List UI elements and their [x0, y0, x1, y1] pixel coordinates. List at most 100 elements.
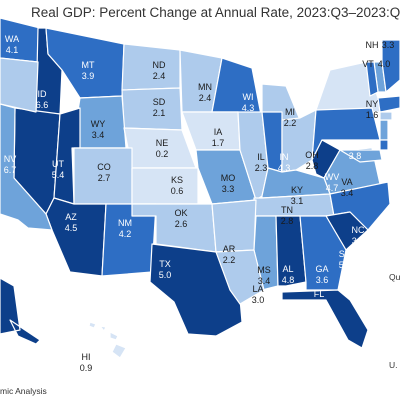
state-value-ne: 0.2	[156, 149, 169, 159]
state-value-tn: 2.8	[281, 216, 294, 226]
state-code-ok: OK	[174, 208, 187, 218]
state-ak	[0, 277, 41, 345]
state-value-mt: 3.9	[82, 71, 95, 81]
state-ct	[379, 111, 393, 121]
state-ne	[123, 127, 197, 169]
state-value-vt: 4.0	[378, 59, 391, 69]
state-value-ny: 1.6	[366, 110, 379, 120]
state-nj	[379, 119, 389, 141]
state-code-ks: KS	[171, 175, 183, 185]
state-code-mn: MN	[198, 82, 212, 92]
state-code-hi: HI	[82, 352, 91, 362]
state-code-wa: WA	[5, 34, 19, 44]
state-code-va: VA	[341, 177, 352, 187]
state-value-co: 2.7	[98, 173, 111, 183]
state-value-nv: 6.7	[4, 165, 17, 175]
state-value-ut: 5.4	[52, 170, 65, 180]
state-value-nc: 3.8	[352, 236, 365, 246]
state-value-mo: 3.3	[222, 184, 235, 194]
state-hi	[88, 321, 127, 359]
state-code-ky: KY	[291, 185, 303, 195]
state-code-nm: NM	[118, 218, 132, 228]
state-value-ia: 1.7	[212, 138, 225, 148]
state-value-wa: 4.1	[6, 45, 19, 55]
state-value-va: 3.4	[341, 188, 354, 198]
state-code-mi: MI	[285, 107, 295, 117]
state-value-il: 2.3	[255, 163, 268, 173]
state-ca	[0, 103, 53, 231]
state-value-pa: 3.8	[349, 151, 362, 161]
state-value-al: 4.8	[282, 275, 295, 285]
state-value-ms: 3.4	[258, 276, 271, 286]
state-value-la: 3.0	[252, 295, 265, 305]
state-code-sc: SC	[339, 249, 352, 259]
state-code-nh: NH	[366, 40, 379, 50]
state-shapes-layer	[0, 17, 400, 359]
state-code-al: AL	[282, 264, 293, 274]
state-code-ms: MS	[257, 265, 271, 275]
state-value-mn: 2.4	[199, 93, 212, 103]
state-value-ks: 0.6	[171, 186, 184, 196]
state-code-oh: OH	[305, 150, 319, 160]
state-value-id: 6.6	[36, 100, 49, 110]
state-value-wi: 4.3	[242, 103, 255, 113]
state-value-ar: 2.2	[223, 255, 236, 265]
state-value-wv: 4.7	[326, 183, 339, 193]
state-value-wy: 3.4	[92, 130, 105, 140]
state-or	[0, 57, 39, 113]
state-code-ut: UT	[52, 159, 64, 169]
state-code-la: LA	[252, 284, 263, 294]
state-az	[45, 197, 107, 277]
state-value-nm: 4.2	[119, 229, 132, 239]
state-code-vt: VT	[362, 59, 374, 69]
state-code-tn: TN	[281, 205, 293, 215]
state-code-nv: NV	[4, 154, 17, 164]
state-al	[275, 215, 307, 287]
state-ms	[253, 215, 279, 291]
state-md	[339, 149, 383, 163]
state-code-wi: WI	[243, 92, 254, 102]
state-value-oh: 2.8	[306, 161, 319, 171]
state-code-ia: IA	[214, 127, 223, 137]
state-code-nc: NC	[352, 225, 365, 235]
state-code-mt: MT	[82, 60, 95, 70]
state-value-az: 4.5	[65, 223, 78, 233]
state-code-tx: TX	[159, 259, 171, 269]
state-code-nd: ND	[153, 60, 166, 70]
state-code-az: AZ	[65, 212, 77, 222]
state-code-pa: PA	[349, 140, 360, 150]
state-code-id: ID	[38, 89, 48, 99]
state-value-in: 4.3	[278, 163, 291, 173]
state-code-fl: FL	[314, 289, 325, 299]
state-ks	[131, 167, 199, 205]
map-title: Real GDP: Percent Change at Annual Rate,…	[31, 5, 400, 20]
state-code-ar: AR	[223, 244, 236, 254]
state-value-sd: 2.1	[153, 108, 166, 118]
state-fl	[281, 289, 369, 349]
state-value-mi: 2.2	[284, 118, 297, 128]
state-code-ny: NY	[366, 99, 379, 109]
state-code-ne: NE	[156, 138, 169, 148]
state-code-wy: WY	[91, 119, 106, 129]
state-ma	[377, 95, 400, 113]
state-me	[381, 39, 400, 93]
clipped-label-q: Qu	[389, 272, 400, 282]
state-code-co: CO	[97, 162, 111, 172]
state-value-sc: 5.2	[339, 260, 352, 270]
source-note: mic Analysis	[0, 386, 47, 396]
clipped-label-u: U.	[389, 360, 398, 370]
state-code-ga: GA	[315, 264, 328, 274]
state-nd	[121, 43, 181, 91]
state-vt	[365, 61, 379, 97]
state-code-in: IN	[280, 152, 289, 162]
state-code-wv: WV	[325, 172, 340, 182]
state-pa	[311, 107, 381, 161]
state-de	[379, 139, 389, 151]
state-value-ky: 3.1	[291, 196, 304, 206]
state-value-fl: 4.6	[313, 300, 326, 310]
state-value-nd: 2.4	[153, 71, 166, 81]
state-code-mo: MO	[221, 173, 236, 183]
state-value-ga: 3.6	[316, 275, 329, 285]
